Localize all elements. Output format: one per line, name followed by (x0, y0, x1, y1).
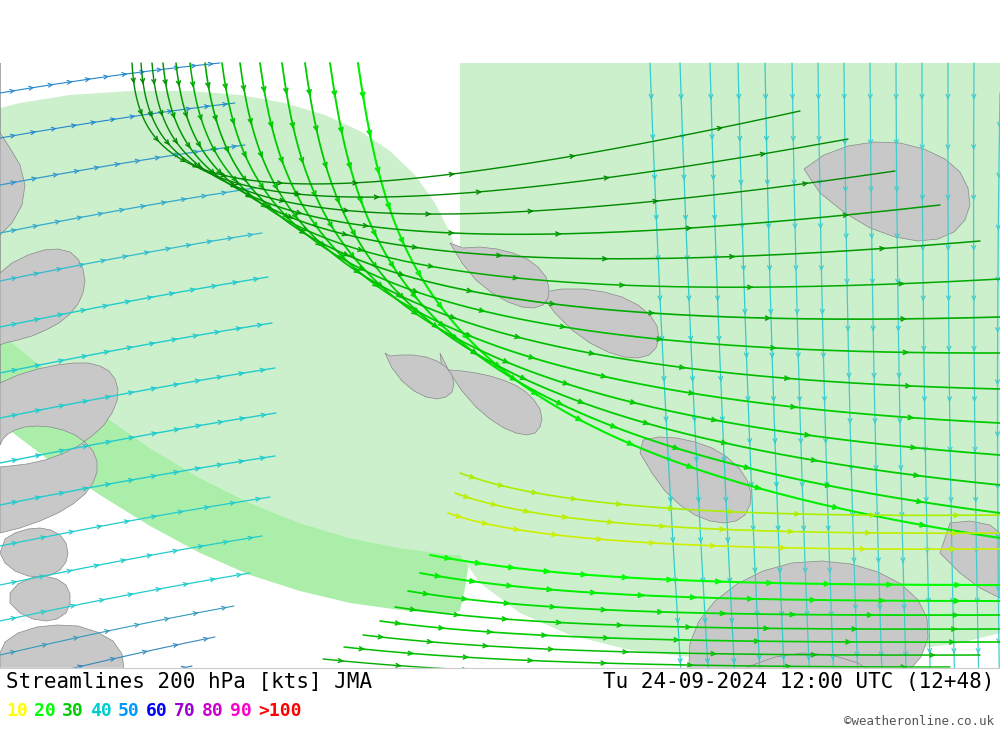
Polygon shape (450, 243, 549, 308)
Text: 90: 90 (230, 702, 252, 720)
Polygon shape (860, 678, 1000, 733)
Polygon shape (715, 653, 882, 733)
Polygon shape (689, 561, 928, 703)
Text: Streamlines 200 hPa [kts] JMA: Streamlines 200 hPa [kts] JMA (6, 672, 372, 692)
Polygon shape (460, 63, 1000, 660)
Text: ©weatheronline.co.uk: ©weatheronline.co.uk (844, 715, 994, 728)
Text: 60: 60 (146, 702, 168, 720)
Polygon shape (440, 353, 542, 435)
Polygon shape (940, 521, 1000, 598)
Polygon shape (10, 576, 70, 621)
Text: >100: >100 (258, 702, 302, 720)
Text: Tu 24-09-2024 12:00 UTC (12+48): Tu 24-09-2024 12:00 UTC (12+48) (603, 672, 994, 692)
Polygon shape (0, 625, 124, 715)
Text: 20: 20 (34, 702, 56, 720)
Text: 40: 40 (90, 702, 112, 720)
Polygon shape (385, 353, 454, 399)
Text: 10: 10 (6, 702, 28, 720)
Bar (0, 668, 1000, 733)
Text: 80: 80 (202, 702, 224, 720)
Text: 70: 70 (174, 702, 196, 720)
Text: 50: 50 (118, 702, 140, 720)
Polygon shape (540, 289, 659, 358)
Polygon shape (0, 528, 68, 577)
Polygon shape (0, 333, 470, 613)
Text: 30: 30 (62, 702, 84, 720)
Polygon shape (0, 63, 478, 555)
Polygon shape (640, 437, 751, 523)
Polygon shape (804, 142, 970, 241)
Polygon shape (0, 63, 118, 533)
